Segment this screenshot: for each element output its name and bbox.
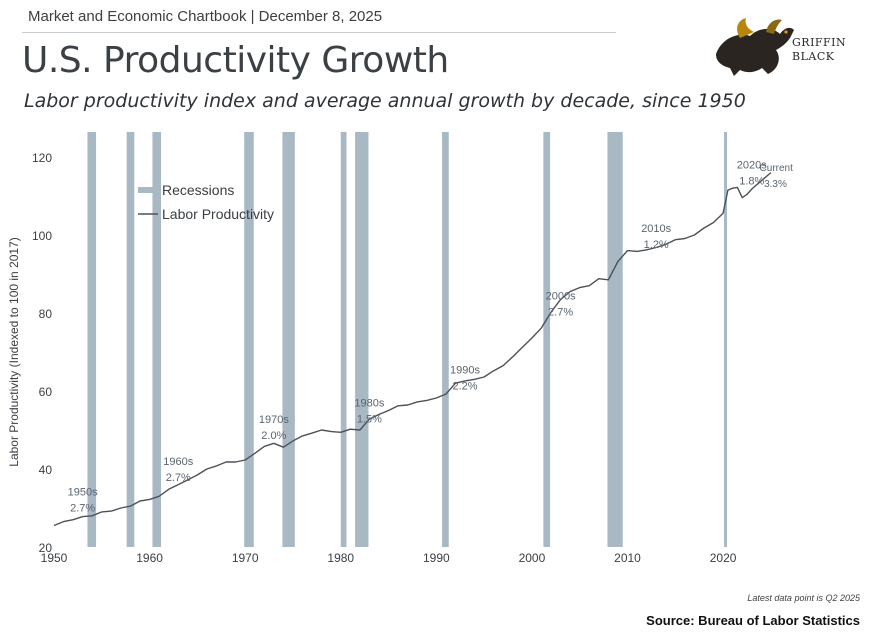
y-tick-label: 120 bbox=[32, 151, 52, 165]
annotation-decade-value: 1.5% bbox=[357, 414, 382, 426]
y-axis-ticks: 20 40 60 80 100 120 bbox=[32, 151, 52, 555]
recession-band-4 bbox=[282, 132, 295, 547]
recession-band-7 bbox=[442, 132, 449, 547]
y-tick-label: 20 bbox=[39, 541, 53, 555]
annotation-decade-value: 2.7% bbox=[166, 472, 191, 484]
annotation-decade-label: 1970s bbox=[259, 414, 289, 426]
recession-bands bbox=[87, 132, 728, 547]
productivity-chart: 20 40 60 80 100 120 1950 1960 1970 1980 1990 2000 2… bbox=[7, 132, 793, 565]
annotation-decade-label: 1990s bbox=[450, 364, 480, 376]
annotation-decade-value: 2.0% bbox=[261, 430, 286, 442]
legend-label-labor-productivity: Labor Productivity bbox=[162, 206, 274, 222]
annotation-current-value: 3.3% bbox=[764, 179, 787, 190]
header-divider bbox=[22, 32, 616, 33]
x-tick-label: 2000 bbox=[519, 551, 546, 565]
page-title: U.S. Productivity Growth bbox=[22, 40, 449, 81]
x-tick-label: 1970 bbox=[232, 551, 259, 565]
logo-line-1: GRIFFIN bbox=[792, 36, 847, 49]
annotation-decade-label: 1950s bbox=[68, 487, 98, 499]
legend-recession-swatch bbox=[138, 187, 158, 193]
annotation-decade-value: 2.7% bbox=[548, 306, 573, 318]
annotation-decade-value: 1.2% bbox=[644, 239, 669, 251]
x-tick-label: 1990 bbox=[423, 551, 450, 565]
recession-band-1 bbox=[126, 132, 135, 547]
griffin-icon bbox=[716, 18, 794, 76]
series-line-labor-productivity bbox=[53, 172, 772, 527]
source-note: Source: Bureau of Labor Statistics bbox=[646, 613, 860, 628]
annotation-decade-value: 2.7% bbox=[70, 503, 95, 515]
annotation-decade-label: 2020s bbox=[737, 160, 767, 172]
annotation-decade-value: 1.8% bbox=[739, 176, 764, 188]
recession-band-9 bbox=[607, 132, 623, 547]
decade-annotations: 1950s 2.7% 1960s 2.7% 1970s 2.0% 1980s 1.5% 1990… bbox=[68, 160, 793, 515]
x-tick-label: 1980 bbox=[327, 551, 354, 565]
chart-legend: Recessions Labor Productivity bbox=[138, 182, 274, 222]
annotation-current-label: Current bbox=[760, 163, 794, 174]
recession-band-3 bbox=[244, 132, 254, 547]
annotation-decade-label: 1960s bbox=[163, 456, 193, 468]
x-tick-label: 2010 bbox=[614, 551, 641, 565]
chartbook-header: Market and Economic Chartbook | December… bbox=[28, 8, 383, 25]
annotation-decade-label: 1980s bbox=[354, 398, 384, 410]
recession-band-8 bbox=[543, 132, 551, 547]
x-axis-ticks: 1950 1960 1970 1980 1990 2000 2010 2020 bbox=[41, 551, 737, 565]
recession-band-5 bbox=[340, 132, 347, 547]
logo-line-2: BLACK bbox=[792, 50, 835, 63]
annotation-decade-label: 2000s bbox=[546, 290, 576, 302]
y-tick-label: 100 bbox=[32, 229, 52, 243]
y-tick-label: 60 bbox=[39, 385, 53, 399]
legend-label-recessions: Recessions bbox=[162, 182, 234, 198]
recession-band-0 bbox=[87, 132, 97, 547]
y-axis-label: Labor Productivity (Indexed to 100 in 20… bbox=[7, 237, 21, 466]
x-tick-label: 1950 bbox=[41, 551, 68, 565]
x-tick-label: 2020 bbox=[710, 551, 737, 565]
annotation-decade-value: 2.2% bbox=[452, 380, 477, 392]
logo-wordmark: GRIFFIN BLACK bbox=[792, 36, 846, 64]
recession-band-2 bbox=[152, 132, 162, 547]
y-tick-label: 80 bbox=[39, 307, 53, 321]
latest-data-footnote: Latest data point is Q2 2025 bbox=[747, 593, 860, 603]
x-tick-label: 1960 bbox=[136, 551, 163, 565]
annotation-decade-label: 2010s bbox=[641, 223, 671, 235]
y-tick-label: 40 bbox=[39, 463, 53, 477]
page-subtitle: Labor productivity index and average ann… bbox=[24, 90, 746, 112]
recession-band-6 bbox=[355, 132, 369, 547]
recession-band-10 bbox=[724, 132, 728, 547]
